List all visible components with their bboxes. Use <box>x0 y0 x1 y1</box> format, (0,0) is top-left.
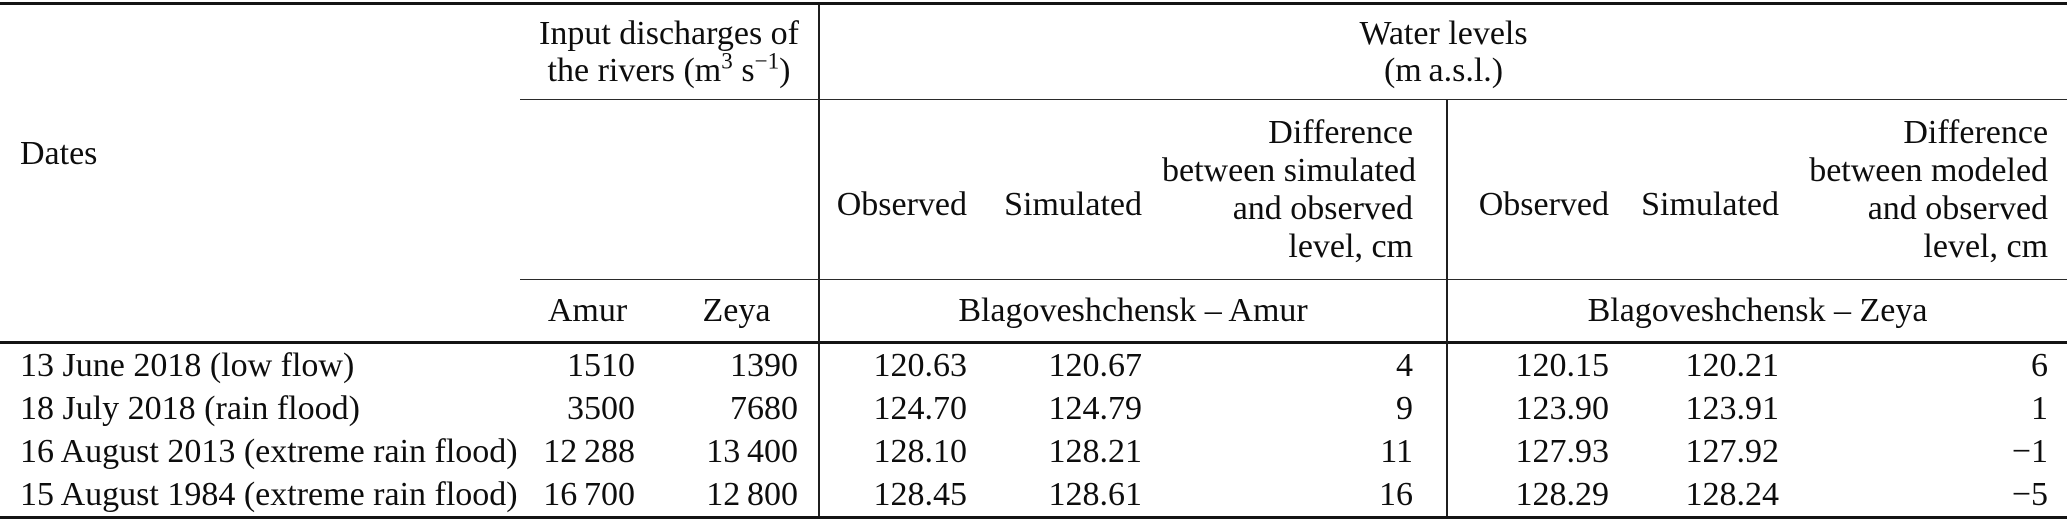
cell-date: 15 August 1984 (extreme rain flood) <box>20 475 518 513</box>
cell-zeya-observed: 128.29 <box>1515 475 1610 513</box>
table-row: 18 July 2018 (rain flood) 3500 7680 124.… <box>0 387 2067 430</box>
cell-zeya-difference: −1 <box>2011 432 2049 470</box>
cell-zeya-discharge: 13 400 <box>655 430 821 473</box>
cell-date: 13 June 2018 (low flow) <box>20 346 355 384</box>
cell-zeya-discharge: 7680 <box>655 387 821 430</box>
table-row: 15 August 1984 (extreme rain flood) 16 7… <box>0 473 2067 516</box>
cell-amur-observed: 124.70 <box>873 389 968 427</box>
cell-date: 18 July 2018 (rain flood) <box>20 389 360 427</box>
table-row: 16 August 2013 (extreme rain flood) 12 2… <box>0 430 2067 473</box>
col-header-zeya-river: Zeya <box>655 280 821 344</box>
cell-date: 16 August 2013 (extreme rain flood) <box>20 432 518 470</box>
dates-label: Dates <box>20 134 98 172</box>
cell-amur-difference: 9 <box>1162 387 1449 430</box>
cell-zeya-simulated: 123.91 <box>1685 389 1780 427</box>
col-header-observed-amur: Observed <box>820 100 988 280</box>
water-levels-line1: Water levels <box>1359 15 1528 52</box>
cell-amur-difference: 11 <box>1162 430 1449 473</box>
cell-zeya-discharge: 1390 <box>655 344 821 387</box>
cell-zeya-difference: −5 <box>2011 475 2049 513</box>
col-header-blagoveshchensk-zeya: Blagoveshchensk – Zeya <box>1448 280 2067 344</box>
cell-amur-discharge: 16 700 <box>543 475 635 513</box>
cell-amur-simulated: 124.79 <box>1048 389 1143 427</box>
col-header-blagoveshchensk-amur: Blagoveshchensk – Amur <box>820 280 1449 344</box>
spacer-cell <box>0 280 520 344</box>
discharge-header-line1: Input discharges of <box>539 15 799 52</box>
cell-zeya-simulated: 120.21 <box>1685 346 1780 384</box>
cell-zeya-observed: 127.93 <box>1515 432 1610 470</box>
col-header-observed-zeya: Observed <box>1448 100 1630 280</box>
cell-amur-difference: 4 <box>1162 344 1449 387</box>
col-group-header-input-discharges: Input discharges of the rivers (m3 s−1) <box>520 5 821 100</box>
cell-amur-observed: 120.63 <box>873 346 968 384</box>
cell-amur-simulated: 128.21 <box>1048 432 1143 470</box>
cell-zeya-difference: 1 <box>2031 389 2049 427</box>
cell-amur-discharge: 1510 <box>567 346 635 384</box>
table-row: 13 June 2018 (low flow) 1510 1390 120.63… <box>0 344 2067 387</box>
cell-zeya-simulated: 128.24 <box>1685 475 1780 513</box>
results-table: Dates Input discharges of the rivers (m3… <box>0 2 2067 519</box>
cell-zeya-discharge: 12 800 <box>655 473 821 516</box>
cell-zeya-observed: 123.90 <box>1515 389 1610 427</box>
cell-zeya-difference: 6 <box>2031 346 2049 384</box>
col-header-difference-zeya: Difference between modeled and observed … <box>1799 100 2067 280</box>
col-group-header-water-levels: Water levels (m a.s.l.) <box>820 5 2067 100</box>
col-header-simulated-zeya: Simulated <box>1629 100 1800 280</box>
header-row-stations: Amur Zeya Blagoveshchensk – Amur Blagove… <box>0 280 2067 344</box>
water-levels-line2: (m a.s.l.) <box>1383 52 1504 89</box>
minus-one-superscript: −1 <box>754 48 780 75</box>
cell-amur-observed: 128.10 <box>873 432 968 470</box>
cubed-superscript: 3 <box>721 48 733 75</box>
col-header-dates: Dates <box>0 5 520 280</box>
cell-amur-discharge: 12 288 <box>543 432 635 470</box>
cell-zeya-observed: 120.15 <box>1515 346 1610 384</box>
header-row-columns: Observed Simulated Difference between si… <box>0 100 2067 280</box>
header-row-groups: Dates Input discharges of the rivers (m3… <box>0 5 2067 172</box>
cell-amur-discharge: 3500 <box>567 389 635 427</box>
cell-amur-simulated: 120.67 <box>1048 346 1143 384</box>
col-header-difference-amur: Difference between simulated and observe… <box>1162 100 1449 280</box>
cell-amur-difference: 16 <box>1162 473 1449 516</box>
cell-zeya-simulated: 127.92 <box>1685 432 1780 470</box>
col-header-simulated-amur: Simulated <box>987 100 1163 280</box>
spacer-cell <box>520 100 821 280</box>
discharge-header-line2: the rivers (m3 s−1) <box>547 48 791 89</box>
col-header-amur-river: Amur <box>520 280 655 344</box>
cell-amur-simulated: 128.61 <box>1048 475 1143 513</box>
cell-amur-observed: 128.45 <box>873 475 968 513</box>
